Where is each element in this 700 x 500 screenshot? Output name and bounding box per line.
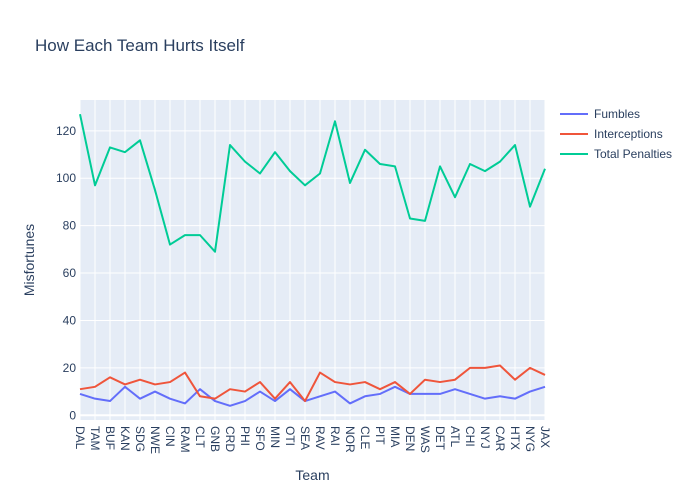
x-tick-label-PIT: PIT — [373, 426, 387, 445]
x-tick-label-BUF: BUF — [103, 426, 117, 450]
y-tick-label-120: 120 — [56, 124, 76, 138]
y-tick-labels: 0 20 40 60 80 100 120 — [56, 124, 76, 422]
x-tick-label-DET: DET — [433, 426, 447, 451]
legend-label-interceptions: Interceptions — [594, 127, 663, 141]
x-tick-label-MIN: MIN — [268, 426, 282, 448]
x-tick-label-NYG: NYG — [523, 426, 537, 452]
chart-title: How Each Team Hurts Itself — [35, 36, 245, 55]
x-tick-label-WAS: WAS — [418, 426, 432, 453]
x-tick-label-TAM: TAM — [88, 426, 102, 450]
y-tick-label-0: 0 — [69, 408, 76, 422]
y-axis-title: Misfortunes — [21, 224, 37, 296]
x-tick-label-CLE: CLE — [358, 426, 372, 449]
gridlines — [79, 100, 546, 420]
x-tick-label-CRD: CRD — [223, 426, 237, 452]
x-tick-label-PHI: PHI — [238, 426, 252, 446]
x-tick-label-CAR: CAR — [493, 426, 507, 452]
x-tick-label-ATL: ATL — [448, 426, 462, 447]
series-lines — [79, 114, 546, 407]
y-tick-label-100: 100 — [56, 171, 76, 185]
series-line-interceptions — [79, 364, 546, 403]
legend-label-fumbles: Fumbles — [594, 107, 640, 121]
x-tick-labels: DAL TAM BUF KAN SDG NWE CIN RAM CLT GNB CRD PHI SFO M… — [73, 426, 552, 454]
y-tick-label-40: 40 — [63, 313, 77, 327]
x-tick-label-MIA: MIA — [388, 426, 402, 447]
x-tick-label-OTI: OTI — [283, 426, 297, 446]
y-tick-label-20: 20 — [63, 361, 77, 375]
x-tick-label-NWE: NWE — [148, 426, 162, 454]
x-tick-label-CIN: CIN — [163, 426, 177, 447]
y-tick-label-80: 80 — [63, 219, 77, 233]
x-tick-label-CLT: CLT — [193, 426, 207, 448]
series-line-total-penalties — [79, 114, 546, 253]
x-tick-label-RAI: RAI — [328, 426, 342, 446]
legend-item-fumbles[interactable]: Fumbles — [560, 107, 640, 121]
x-axis-title: Team — [295, 467, 329, 483]
x-tick-label-DEN: DEN — [403, 426, 417, 451]
legend[interactable]: Fumbles Interceptions Total Penalties — [560, 107, 672, 161]
legend-label-total-penalties: Total Penalties — [594, 147, 672, 161]
x-tick-label-CHI: CHI — [463, 426, 477, 447]
x-tick-label-RAM: RAM — [178, 426, 192, 453]
legend-item-interceptions[interactable]: Interceptions — [560, 127, 663, 141]
y-tick-label-60: 60 — [63, 266, 77, 280]
x-tick-label-RAV: RAV — [313, 426, 327, 450]
x-tick-label-JAX: JAX — [538, 426, 552, 448]
x-tick-label-KAN: KAN — [118, 426, 132, 451]
x-tick-label-GNB: GNB — [208, 426, 222, 452]
x-tick-label-SEA: SEA — [298, 426, 312, 450]
x-tick-label-DAL: DAL — [73, 426, 87, 450]
legend-item-total-penalties[interactable]: Total Penalties — [560, 147, 672, 161]
x-tick-label-NYJ: NYJ — [478, 426, 492, 449]
x-tick-label-NOR: NOR — [343, 426, 357, 453]
series-line-fumbles — [79, 385, 546, 407]
x-tick-label-SDG: SDG — [133, 426, 147, 452]
plot-background — [80, 100, 545, 420]
x-tick-label-HTX: HTX — [508, 426, 522, 450]
x-tick-label-SFO: SFO — [253, 426, 267, 451]
